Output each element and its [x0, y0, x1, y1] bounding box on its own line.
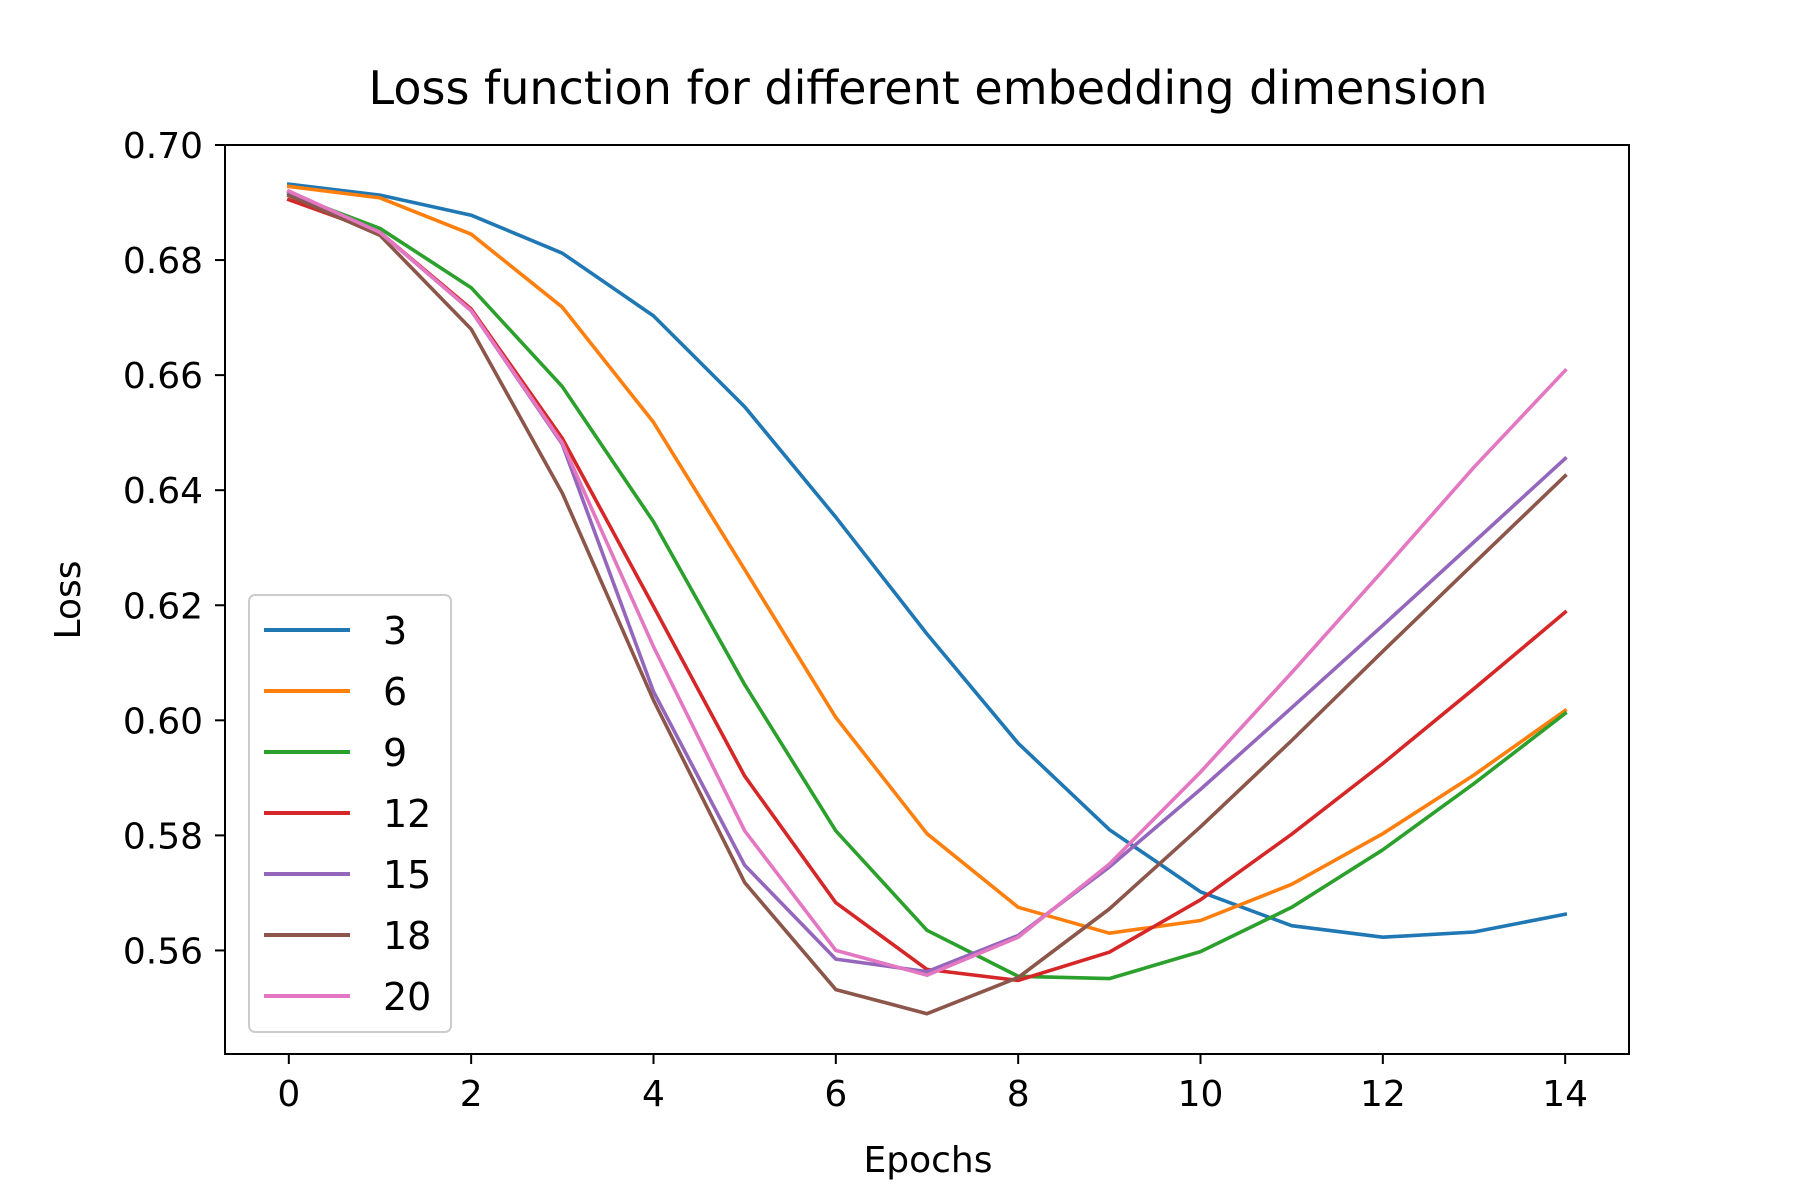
- legend: 3 6 9 12 15 18 20: [248, 594, 452, 1033]
- legend-label: 20: [383, 975, 431, 1019]
- y-tick-label: 0.64: [123, 471, 203, 512]
- legend-label: 9: [383, 731, 407, 775]
- y-tick-label: 0.56: [123, 931, 203, 972]
- series-line-18: [286, 193, 1568, 1016]
- legend-label: 12: [383, 792, 431, 836]
- series-line-9: [286, 191, 1568, 981]
- x-tick-label: 10: [1178, 1074, 1224, 1115]
- plot-frame: [224, 144, 1630, 1055]
- legend-label: 6: [383, 670, 407, 714]
- y-tick-label: 0.60: [123, 701, 203, 742]
- legend-label: 15: [383, 853, 431, 897]
- x-tick-label: 8: [1007, 1074, 1030, 1115]
- series-line-3: [286, 182, 1568, 940]
- legend-label: 18: [383, 914, 431, 958]
- x-axis-ticks: 0 2 4 6 8 10 12 14: [277, 1054, 1588, 1115]
- y-tick-label: 0.70: [123, 126, 203, 167]
- series-line-6: [286, 184, 1568, 936]
- x-tick-label: 4: [642, 1074, 665, 1115]
- x-tick-label: 2: [460, 1074, 483, 1115]
- x-axis-label: Epochs: [864, 1140, 993, 1181]
- x-tick-label: 0: [277, 1074, 300, 1115]
- y-tick-label: 0.68: [123, 241, 203, 282]
- series-line-20: [286, 188, 1568, 978]
- y-tick-label: 0.58: [123, 816, 203, 857]
- plot-lines: [286, 182, 1568, 1016]
- x-tick-label: 6: [824, 1074, 847, 1115]
- x-tick-label: 12: [1360, 1074, 1406, 1115]
- y-tick-label: 0.66: [123, 356, 203, 397]
- legend-label: 3: [383, 609, 407, 653]
- y-axis-ticks: 0.56 0.58 0.60 0.62 0.64 0.66 0.68 0.70: [123, 126, 225, 972]
- x-tick-label: 14: [1542, 1074, 1588, 1115]
- y-axis-label: Loss: [48, 561, 89, 640]
- chart-title: Loss function for different embedding di…: [369, 61, 1488, 115]
- y-tick-label: 0.62: [123, 586, 203, 627]
